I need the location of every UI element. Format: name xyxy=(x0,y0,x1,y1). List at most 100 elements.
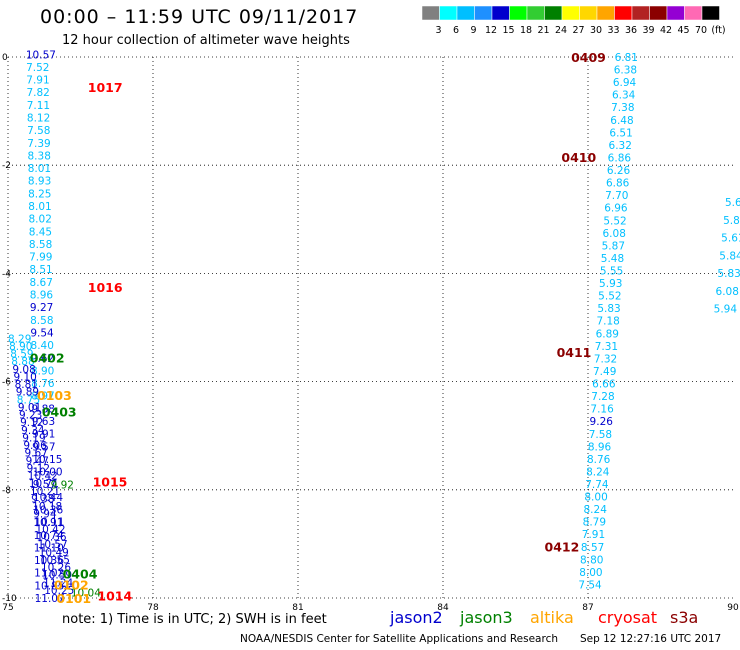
pass-labels: 1017 1016 1015 1014 0409 0410 0411 0412 0402 0403… xyxy=(30,50,606,606)
swh-observation: 8.29 xyxy=(8,333,31,345)
swh-observation: 9.94 xyxy=(33,509,57,521)
swh-observation: 8.90 xyxy=(31,365,54,377)
swh-observation: 6.81 xyxy=(615,52,638,64)
pass-label: 0411 xyxy=(557,345,592,360)
pass-label: 0102 xyxy=(54,577,89,592)
x-tick-label: 78 xyxy=(147,603,159,613)
swh-observation: 10.00 xyxy=(33,467,63,479)
swh-observation: 6.51 xyxy=(609,127,632,139)
swh-observation: 7.31 xyxy=(595,341,618,353)
swh-observation: 6.08 xyxy=(603,228,626,240)
swh-observation: 9.27 xyxy=(30,302,53,314)
pass-label: 1017 xyxy=(88,80,123,95)
swh-observation: 8.01 xyxy=(28,201,51,213)
swh-observation: 9.54 xyxy=(30,327,54,339)
swh-observation: 7.58 xyxy=(27,125,50,137)
swh-observation: 7.49 xyxy=(593,366,616,378)
swh-observation: 11.10 xyxy=(34,542,64,554)
y-tick-label: 0 xyxy=(2,53,8,63)
track-s3a-0409-0412: 6.816.386.946.347.386.486.516.326.866.26… xyxy=(578,52,638,591)
swh-observation: 5.83 xyxy=(717,268,740,280)
scale-label: 70 xyxy=(695,25,707,36)
swh-observation: 10.49 xyxy=(39,547,69,559)
scale-label: 36 xyxy=(625,25,637,36)
swh-observation: 11.24 xyxy=(43,577,73,589)
pass-label: 1015 xyxy=(93,475,128,490)
swh-observation: 7.82 xyxy=(26,87,49,99)
color-scale-legend: 3 6 9 12 15 18 21 24 27 30 33 36 39 42 45 70 (ft) xyxy=(421,5,726,36)
swh-observation: 7.99 xyxy=(29,252,52,264)
scale-swatch xyxy=(701,5,720,21)
swh-observation: 8.93 xyxy=(28,176,51,188)
swh-observation: 8.97 xyxy=(31,391,54,403)
pass-label: 0410 xyxy=(561,150,596,165)
swh-observation: 10.44 xyxy=(33,492,63,504)
swh-observation: 8.58 xyxy=(30,315,53,327)
scale-label: 33 xyxy=(607,25,619,36)
swh-observation: 8.58 xyxy=(29,239,52,251)
swh-observation: 10.25 xyxy=(44,585,74,597)
swh-observation: 9.92 xyxy=(51,479,74,491)
swh-observation: 8.96 xyxy=(588,441,612,453)
swh-observation: 6.34 xyxy=(612,90,636,102)
swh-observation: 10.04 xyxy=(71,588,101,600)
swh-observation: 6.38 xyxy=(614,65,637,77)
swh-observation: 10.15 xyxy=(32,454,62,466)
swh-observation: 10.59 xyxy=(42,570,72,582)
swh-observation: 9.91 xyxy=(32,429,55,441)
pass-label: 1016 xyxy=(88,280,123,295)
swh-observation: 8.76 xyxy=(31,378,55,390)
swh-observation: 8.79 xyxy=(583,517,606,529)
swh-observation: 10.11 xyxy=(34,516,64,528)
swh-observation: 8.40 xyxy=(31,340,54,352)
swh-observation: 5.87 xyxy=(602,240,625,252)
pass-label: 0402 xyxy=(30,350,65,365)
swh-observation: 9.34 xyxy=(21,425,45,437)
swh-observation: 9.67 xyxy=(24,448,47,460)
swh-observation: 10.18 xyxy=(32,501,62,513)
swh-observation: 8.75 xyxy=(17,394,40,406)
swh-observation: 6.26 xyxy=(607,165,631,177)
swh-observation: 10.21 xyxy=(30,486,60,498)
swh-observation: 8.80 xyxy=(580,554,603,566)
swh-observation: 8.38 xyxy=(28,150,51,162)
x-tick-label: 75 xyxy=(2,603,13,613)
swh-observation: 10.85 xyxy=(34,580,64,592)
x-tick-label: 87 xyxy=(582,603,593,613)
swh-observation: 9.89 xyxy=(16,387,39,399)
swh-observation: 8.25 xyxy=(28,188,51,200)
swh-observation: 10.26 xyxy=(41,562,71,574)
swh-observation: 7.11 xyxy=(27,100,50,112)
pass-label: 0412 xyxy=(545,540,580,555)
scale-label: 27 xyxy=(572,25,584,36)
swh-observation: 7.28 xyxy=(591,391,614,403)
swh-observation: 8.67 xyxy=(30,277,53,289)
timestamp: Sep 12 12:27:16 UTC 2017 xyxy=(580,633,722,645)
track-jason3-left: 9.92 10.04 xyxy=(51,479,102,599)
y-tick-label: -2 xyxy=(2,161,11,171)
swh-observation: 5.83 xyxy=(597,303,620,315)
swh-observation: 9.47 xyxy=(26,455,49,467)
swh-observation: 9.06 xyxy=(23,440,47,452)
scale-label: 21 xyxy=(537,25,549,36)
swh-observation: 5.55 xyxy=(600,266,623,278)
swh-observation: 8.00 xyxy=(584,492,607,504)
swh-observation: 10.55 xyxy=(40,554,70,566)
swh-observation: 9.63 xyxy=(32,416,55,428)
swh-observation: 5.93 xyxy=(599,278,622,290)
scale-label: (ft) xyxy=(711,25,725,36)
swh-observation: 9.01 xyxy=(18,402,41,414)
swh-observation: 8.01 xyxy=(28,163,51,175)
swh-observation: 7.38 xyxy=(611,102,634,114)
swh-observation: 5.52 xyxy=(603,215,626,227)
swh-observation: 7.70 xyxy=(605,190,628,202)
swh-observation: 7.52 xyxy=(26,62,49,74)
y-tick-label: -10 xyxy=(2,594,17,604)
page-title: 00:00 – 11:59 UTC 09/11/2017 xyxy=(40,6,359,28)
y-tick-label: -6 xyxy=(2,378,11,388)
track-cryosat-1017-1014: 10.577.527.917.827.118.127.587.398.388.0… xyxy=(26,49,65,605)
swh-observation: 10.57 xyxy=(38,539,68,551)
grid-lines xyxy=(7,56,733,599)
swh-observation: 7.39 xyxy=(27,138,50,150)
swh-observation: 7.91 xyxy=(582,529,605,541)
